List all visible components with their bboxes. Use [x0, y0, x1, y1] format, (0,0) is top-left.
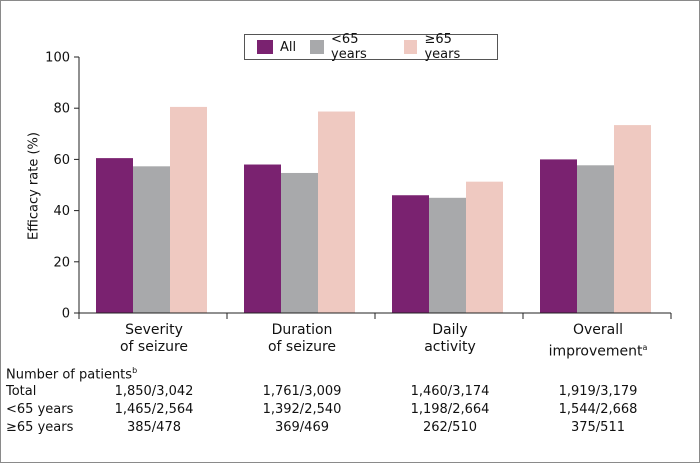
table-cell: 1,392/2,540 — [262, 402, 342, 417]
legend-item-65-plus: ≥65 years — [403, 32, 483, 62]
legend-label-under-65: <65 years — [331, 32, 367, 62]
table-cell: 1,460/3,174 — [410, 384, 490, 399]
bar — [614, 125, 651, 313]
legend-label-65-plus: ≥65 years — [424, 32, 461, 62]
x-tick-label-daily-activity: Daily activity — [424, 322, 476, 355]
table-cell: 375/511 — [570, 420, 625, 435]
bar — [170, 106, 207, 313]
table-cell: 1,761/3,009 — [262, 384, 342, 399]
table-cell: 369/469 — [274, 420, 329, 435]
legend-item-under-65: <65 years — [310, 32, 389, 62]
bar — [281, 172, 318, 313]
y-tick-label: 80 — [53, 102, 70, 117]
bar — [392, 195, 429, 313]
y-tick-label: 60 — [53, 153, 70, 168]
bar — [577, 165, 614, 313]
table-title: Number of patientsb — [6, 366, 138, 383]
table-row: Total 1,850/3,042 1,761/3,009 1,460/3,17… — [0, 384, 700, 402]
table-row: ≥65 years 385/478 369/469 262/510 375/51… — [0, 420, 700, 438]
y-tick-label: 0 — [62, 307, 70, 322]
y-tick-label: 40 — [53, 204, 70, 219]
legend-label-all: All — [280, 39, 297, 55]
y-axis-label: Efficacy rate (%) — [26, 132, 42, 240]
row-label-total: Total — [6, 384, 37, 399]
y-tick-label: 20 — [53, 255, 70, 270]
legend-swatch-under-65 — [310, 40, 325, 54]
bar — [96, 158, 133, 313]
row-label-65-plus: ≥65 years — [6, 420, 74, 435]
table-cell: 1,850/3,042 — [114, 384, 194, 399]
table-footnote-mark: b — [132, 366, 138, 375]
table-cell: 1,198/2,664 — [410, 402, 490, 417]
x-tick-label-duration: Duration of seizure — [267, 322, 337, 355]
bar — [466, 181, 503, 313]
x-tick-label-severity: Severity of seizure — [119, 322, 189, 355]
chart-legend: All <65 years ≥65 years — [244, 32, 498, 62]
bar — [244, 164, 281, 313]
row-label-under-65: <65 years — [6, 402, 74, 417]
legend-item-all: All — [257, 40, 296, 55]
table-cell: 1,465/2,564 — [114, 402, 194, 417]
bar — [318, 111, 355, 313]
bar — [540, 159, 577, 313]
table-cell: 385/478 — [126, 420, 181, 435]
bar — [133, 166, 170, 313]
table-row: <65 years 1,465/2,564 1,392/2,540 1,198/… — [0, 402, 700, 420]
table-title-row: Number of patientsb — [0, 366, 700, 384]
y-tick-label: 100 — [45, 51, 70, 66]
legend-swatch-65-plus — [403, 40, 418, 54]
legend-swatch-all — [257, 40, 273, 54]
table-cell: 1,544/2,668 — [558, 402, 638, 417]
x-tick-label-overall: Overall improvementa — [548, 322, 648, 360]
table-cell: 1,919/3,179 — [558, 384, 638, 399]
overall-footnote-mark: a — [642, 343, 648, 352]
table-cell: 262/510 — [422, 420, 477, 435]
bar — [429, 197, 466, 313]
